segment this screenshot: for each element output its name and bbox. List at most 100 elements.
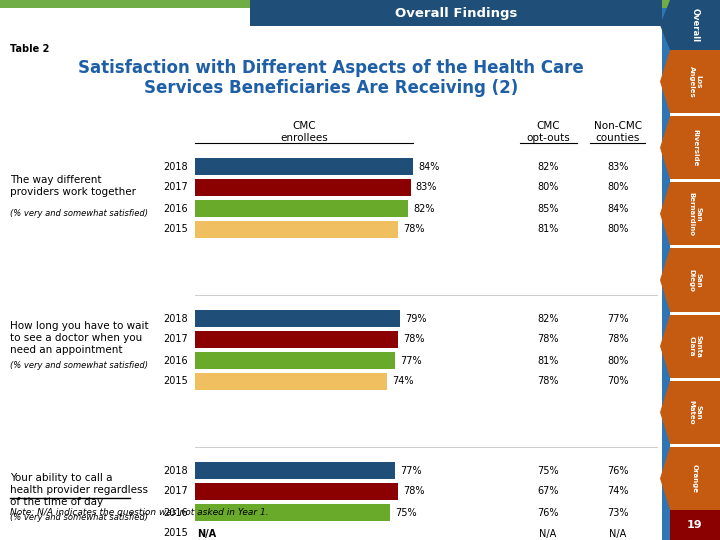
- Text: 74%: 74%: [392, 376, 414, 387]
- Text: 80%: 80%: [607, 225, 629, 234]
- Text: 78%: 78%: [537, 334, 559, 345]
- Bar: [195, 504, 390, 521]
- Bar: [0, 0, 720, 8]
- Text: 76%: 76%: [607, 465, 629, 476]
- Text: 82%: 82%: [537, 314, 559, 323]
- Text: CMC
enrollees: CMC enrollees: [280, 121, 328, 143]
- Text: 74%: 74%: [607, 487, 629, 496]
- Text: 2016: 2016: [163, 204, 188, 213]
- Polygon shape: [660, 0, 670, 50]
- Text: 84%: 84%: [607, 204, 629, 213]
- Text: 73%: 73%: [607, 508, 629, 517]
- Text: 19: 19: [687, 520, 703, 530]
- Polygon shape: [660, 315, 670, 377]
- Bar: [195, 179, 411, 196]
- Text: 83%: 83%: [607, 161, 629, 172]
- Polygon shape: [660, 116, 670, 179]
- Text: 75%: 75%: [537, 465, 559, 476]
- Polygon shape: [660, 248, 670, 312]
- Text: Services Beneficiaries Are Receiving (2): Services Beneficiaries Are Receiving (2): [144, 79, 518, 97]
- Text: 77%: 77%: [400, 355, 422, 366]
- Polygon shape: [660, 381, 670, 444]
- Text: 78%: 78%: [402, 334, 424, 345]
- Text: The way different
providers work together: The way different providers work togethe…: [10, 175, 136, 197]
- Text: 2018: 2018: [163, 465, 188, 476]
- Text: 78%: 78%: [402, 487, 424, 496]
- Text: 2018: 2018: [163, 161, 188, 172]
- Text: 2018: 2018: [163, 314, 188, 323]
- Text: 2016: 2016: [163, 355, 188, 366]
- Text: Los
Angeles: Los Angeles: [689, 66, 701, 97]
- Text: 2017: 2017: [163, 334, 188, 345]
- Text: Your ability to call a
health provider regardless
of the time of day: Your ability to call a health provider r…: [10, 472, 148, 508]
- Text: (% very and somewhat satisfied): (% very and somewhat satisfied): [10, 210, 148, 219]
- Bar: [195, 310, 400, 327]
- Bar: [670, 183, 720, 245]
- Text: 80%: 80%: [607, 355, 629, 366]
- Text: 81%: 81%: [537, 355, 559, 366]
- Text: 2015: 2015: [163, 529, 188, 538]
- Text: Overall Findings: Overall Findings: [395, 6, 517, 19]
- Text: (% very and somewhat satisfied): (% very and somewhat satisfied): [10, 361, 148, 370]
- Text: N/A: N/A: [609, 529, 626, 538]
- Text: 78%: 78%: [607, 334, 629, 345]
- Text: Orange: Orange: [692, 464, 698, 493]
- Text: (% very and somewhat satisfied): (% very and somewhat satisfied): [10, 514, 148, 523]
- Text: Table 2: Table 2: [10, 44, 50, 54]
- Text: Satisfaction with Different Aspects of the Health Care: Satisfaction with Different Aspects of t…: [78, 59, 584, 77]
- Text: 84%: 84%: [418, 161, 440, 172]
- Text: Riverside: Riverside: [692, 129, 698, 166]
- Text: Note: N/A indicates the question was not asked in Year 1.: Note: N/A indicates the question was not…: [10, 508, 269, 517]
- Text: 2015: 2015: [163, 225, 188, 234]
- Polygon shape: [660, 50, 670, 113]
- Text: 2017: 2017: [163, 183, 188, 192]
- Bar: [662, 0, 670, 540]
- Bar: [670, 116, 720, 179]
- Bar: [670, 50, 720, 113]
- Polygon shape: [660, 183, 670, 245]
- Text: N/A: N/A: [197, 529, 216, 538]
- Bar: [195, 483, 397, 500]
- Bar: [250, 0, 662, 26]
- Text: San
Bernardino: San Bernardino: [689, 192, 701, 236]
- Text: 2015: 2015: [163, 376, 188, 387]
- Text: 77%: 77%: [400, 465, 422, 476]
- Text: 70%: 70%: [607, 376, 629, 387]
- Text: 2017: 2017: [163, 487, 188, 496]
- Text: 78%: 78%: [537, 376, 559, 387]
- Bar: [670, 0, 720, 50]
- Text: 2016: 2016: [163, 508, 188, 517]
- Bar: [195, 200, 408, 217]
- Bar: [670, 381, 720, 444]
- Bar: [670, 315, 720, 377]
- Bar: [195, 373, 387, 390]
- Text: San
Diego: San Diego: [689, 268, 701, 292]
- Text: Overall: Overall: [690, 8, 700, 42]
- Text: CMC
opt-outs: CMC opt-outs: [526, 121, 570, 143]
- Text: 83%: 83%: [416, 183, 437, 192]
- Text: 81%: 81%: [537, 225, 559, 234]
- Bar: [195, 221, 397, 238]
- Bar: [670, 248, 720, 312]
- Text: 78%: 78%: [402, 225, 424, 234]
- Bar: [195, 352, 395, 369]
- Text: 80%: 80%: [607, 183, 629, 192]
- Bar: [195, 158, 413, 175]
- Polygon shape: [660, 447, 670, 510]
- Text: 77%: 77%: [607, 314, 629, 323]
- Text: 80%: 80%: [537, 183, 559, 192]
- Text: N/A: N/A: [539, 529, 557, 538]
- Text: San
Mateo: San Mateo: [689, 400, 701, 424]
- Text: 82%: 82%: [537, 161, 559, 172]
- Text: How long you have to wait
to see a doctor when you
need an appointment: How long you have to wait to see a docto…: [10, 321, 148, 355]
- Text: 85%: 85%: [537, 204, 559, 213]
- Text: 67%: 67%: [537, 487, 559, 496]
- Text: Santa
Clara: Santa Clara: [689, 335, 701, 357]
- Text: 79%: 79%: [405, 314, 427, 323]
- Bar: [670, 447, 720, 510]
- Text: 75%: 75%: [395, 508, 417, 517]
- Bar: [670, 510, 720, 540]
- Text: 76%: 76%: [537, 508, 559, 517]
- Text: 82%: 82%: [413, 204, 435, 213]
- Bar: [195, 331, 397, 348]
